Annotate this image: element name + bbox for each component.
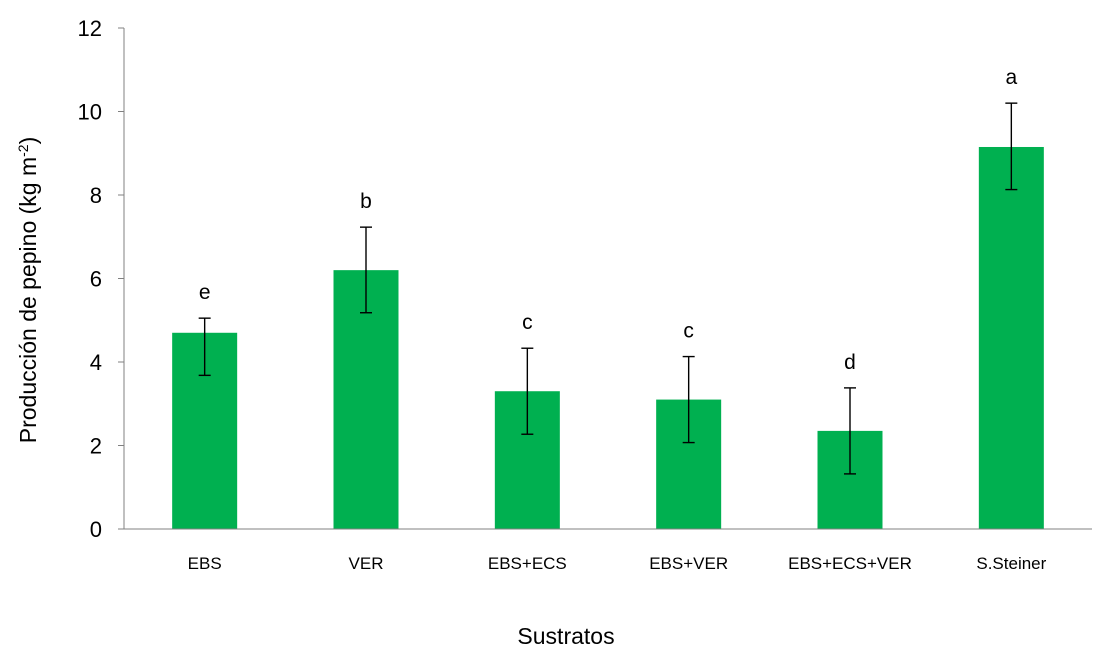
x-tick-label: S.Steiner [976,554,1046,573]
y-tick-label: 2 [90,434,102,459]
significance-letter: d [844,351,856,374]
significance-letter: b [360,190,372,213]
x-tick-label: VER [349,554,384,573]
y-tick-label: 12 [78,16,102,41]
bars: e b c c d a [172,66,1044,530]
x-tick-label: EBS+ECS [488,554,567,573]
x-axis-title: Sustratos [517,623,614,645]
y-axis: 0 2 4 6 8 10 12 [78,16,125,542]
y-axis-title-main: Producción de pepino (kg m [15,157,41,443]
significance-letter: c [683,320,694,343]
x-axis: EBS VER EBS+ECS EBS+VER EBS+ECS+VER S.Steiner [124,528,1092,573]
significance-letter: e [199,281,211,304]
bar [978,146,1044,530]
significance-letter: c [522,311,533,334]
y-axis-title-close: ) [15,137,41,145]
y-tick-label: 10 [78,100,102,125]
y-axis-title-sup: -2 [15,144,31,157]
y-tick-label: 0 [90,517,102,542]
x-tick-label: EBS+ECS+VER [788,554,912,573]
y-tick-label: 8 [90,183,102,208]
x-tick-label: EBS+VER [649,554,728,573]
y-tick-label: 6 [90,267,102,292]
y-tick-label: 4 [90,350,102,375]
x-tick-label: EBS [188,554,222,573]
y-axis-title: Producción de pepino (kg m-2) [15,137,41,444]
significance-letter: a [1005,66,1017,89]
